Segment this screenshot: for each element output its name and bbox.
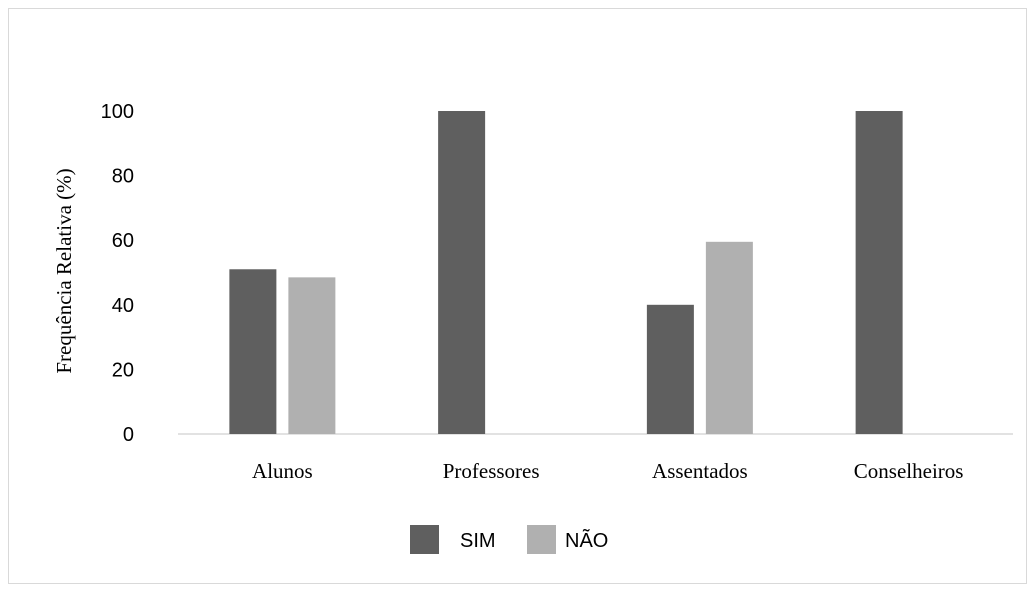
bar-sim-assentados [646, 304, 694, 434]
legend: SIM NÃO [410, 525, 608, 554]
x-category-label: Conselheiros [854, 459, 964, 483]
bar-chart: Frequência Relativa (%) 0 20 40 60 80 100 Alu… [52, 101, 1013, 554]
y-tick-label: 80 [112, 166, 134, 188]
x-category-label: Alunos [252, 459, 313, 483]
bar-sim-professores [438, 111, 486, 434]
legend-swatch-sim [410, 525, 439, 554]
bar-sim-conselheiros [855, 111, 903, 434]
y-tick-label: 20 [112, 359, 134, 381]
bars [229, 111, 903, 434]
y-tick-label: 40 [112, 295, 134, 317]
bar-não-assentados [705, 241, 753, 434]
x-category-label: Professores [443, 459, 540, 483]
chart-frame: Frequência Relativa (%) 0 20 40 60 80 100 Alu… [8, 8, 1027, 584]
legend-swatch-não [527, 525, 556, 554]
y-tick-label: 100 [101, 101, 134, 123]
bar-sim-alunos [229, 269, 277, 434]
legend-label-sim: SIM [460, 530, 496, 552]
category-labels: Alunos Professores Assentados Conselheiros [252, 459, 963, 483]
y-tick-label: 60 [112, 230, 134, 252]
bar-não-alunos [288, 277, 336, 434]
y-axis-ticks: 0 20 40 60 80 100 [101, 101, 134, 446]
y-tick-label: 0 [123, 424, 134, 446]
legend-label-não: NÃO [565, 528, 608, 552]
y-axis-title: Frequência Relativa (%) [52, 168, 76, 373]
x-category-label: Assentados [652, 459, 748, 483]
